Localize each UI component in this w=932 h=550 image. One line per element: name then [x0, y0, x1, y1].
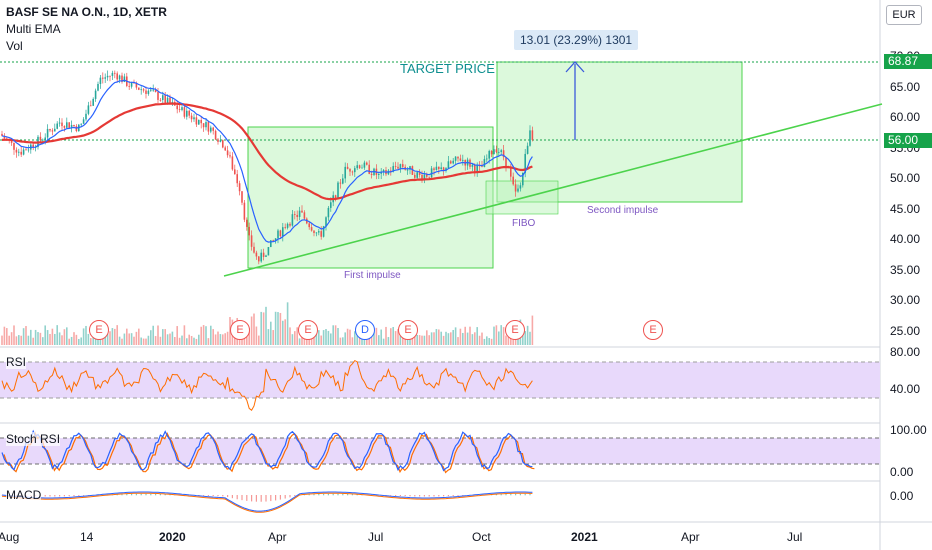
- second-impulse-box: [496, 61, 743, 203]
- macd-panel-label[interactable]: MACD: [6, 488, 42, 502]
- target-price-tag: 68.87: [884, 54, 932, 69]
- indicator-ema-label[interactable]: Multi EMA: [6, 22, 61, 36]
- rsi-panel-label[interactable]: RSI: [6, 355, 27, 369]
- time-axis-label: Jul: [368, 530, 384, 544]
- price-axis-label: 25.00: [890, 324, 921, 338]
- fibo-label[interactable]: FIBO: [512, 218, 536, 229]
- macd-axis-label: 0.00: [890, 489, 914, 503]
- first-impulse-box: [247, 126, 494, 269]
- time-axis-label: 2020: [159, 530, 186, 544]
- rsi-axis-label: 40.00: [890, 382, 921, 396]
- macd-line: [1, 491, 533, 512]
- price-axis-label: 30.00: [890, 293, 921, 307]
- earnings-event-icon[interactable]: E: [230, 320, 250, 340]
- time-axis-label: Apr: [268, 530, 287, 544]
- price-axis-label: 45.00: [890, 202, 921, 216]
- time-axis-label: Apr: [681, 530, 700, 544]
- earnings-event-icon[interactable]: E: [89, 320, 109, 340]
- price-axis-label: 40.00: [890, 232, 921, 246]
- stoch-axis-label: 0.00: [890, 465, 914, 479]
- price-axis-label: 35.00: [890, 263, 921, 277]
- earnings-event-icon[interactable]: E: [298, 320, 318, 340]
- stoch-panel-label[interactable]: Stoch RSI: [6, 432, 61, 446]
- measure-label[interactable]: 13.01 (23.29%) 1301: [514, 30, 639, 50]
- time-axis-label: Oct: [472, 530, 491, 544]
- price-axis-label: 50.00: [890, 171, 921, 185]
- rsi-line: [1, 359, 533, 411]
- stoch-axis-label: 100.00: [890, 423, 927, 437]
- dividend-event-icon[interactable]: D: [355, 320, 375, 340]
- target-price-label[interactable]: TARGET PRICE: [400, 61, 495, 76]
- currency-button[interactable]: EUR: [886, 5, 922, 25]
- indicator-vol-label[interactable]: Vol: [6, 39, 23, 53]
- second-impulse-label[interactable]: Second impulse: [587, 205, 659, 216]
- time-axis-label: Jul: [787, 530, 803, 544]
- stoch-k-line: [1, 429, 533, 472]
- time-axis-label: 14: [80, 530, 94, 544]
- ema-slow-line: [1, 102, 533, 201]
- volume-bars: [1, 302, 534, 345]
- rsi-axis-label: 80.00: [890, 345, 921, 359]
- current-price-tag: 56.00: [884, 133, 932, 148]
- price-axis-label: 60.00: [890, 110, 921, 124]
- macd-signal-line: [1, 492, 533, 513]
- ema-fast-line: [1, 79, 533, 243]
- earnings-event-icon[interactable]: E: [505, 320, 525, 340]
- trend-line[interactable]: [223, 103, 883, 277]
- stoch-band: [0, 438, 880, 464]
- symbol-title[interactable]: BASF SE NA O.N., 1D, XETR: [6, 5, 167, 19]
- price-axis-label: 65.00: [890, 80, 921, 94]
- first-impulse-label[interactable]: First impulse: [344, 270, 401, 281]
- earnings-event-icon[interactable]: E: [643, 320, 663, 340]
- time-axis-label: 2021: [571, 530, 598, 544]
- earnings-event-icon[interactable]: E: [398, 320, 418, 340]
- arrow-head: [565, 61, 585, 73]
- time-axis-label: Aug: [0, 530, 20, 544]
